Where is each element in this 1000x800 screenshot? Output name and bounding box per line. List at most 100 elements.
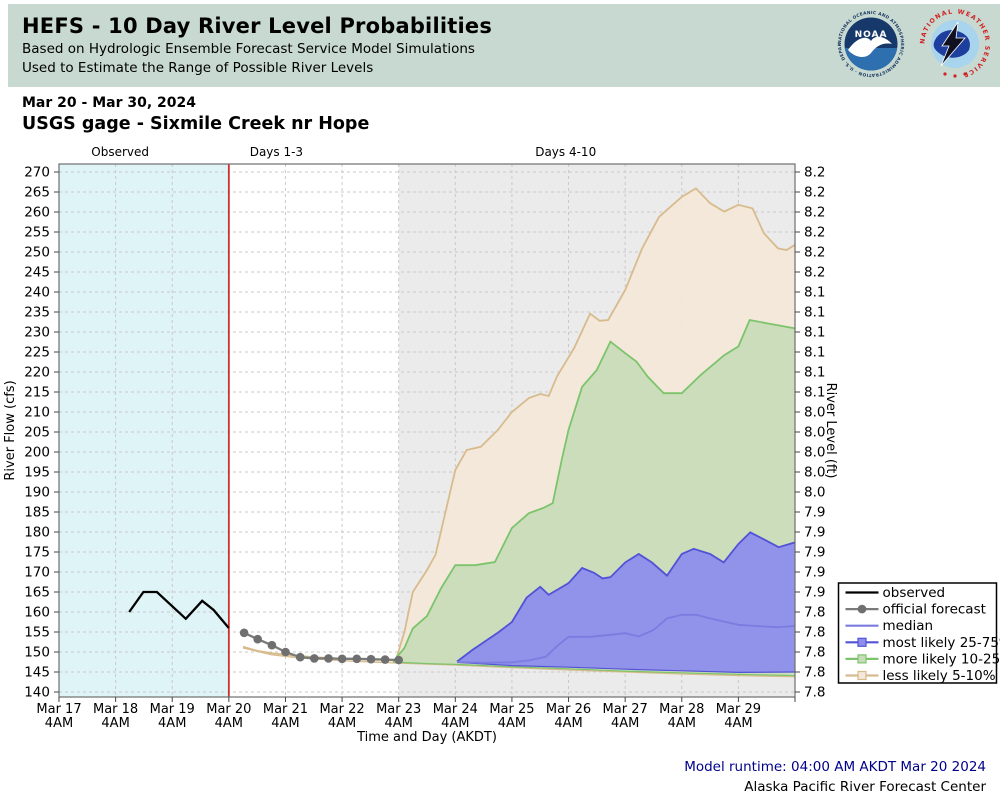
svg-text:4AM: 4AM [271,716,299,731]
svg-text:8.1: 8.1 [804,365,825,381]
svg-text:4AM: 4AM [158,716,186,731]
svg-text:4AM: 4AM [215,716,243,731]
svg-text:Observed: Observed [91,145,149,159]
svg-text:Mar 25: Mar 25 [489,702,534,717]
svg-text:Mar 28: Mar 28 [659,702,704,717]
svg-text:8.0: 8.0 [804,405,825,421]
svg-text:7.9: 7.9 [804,505,825,521]
svg-text:Mar 24: Mar 24 [433,702,478,717]
region-labels: Observed Days 1-3 Days 4-10 [91,145,596,159]
legend-item-median: median [845,618,934,634]
svg-text:median: median [883,618,934,634]
svg-text:8.2: 8.2 [804,245,825,261]
svg-text:observed: observed [883,585,946,601]
svg-text:8.1: 8.1 [804,385,825,401]
legend-item-most-likely-25-75-: most likely 25-75% [845,635,1000,651]
svg-text:less likely 5-10%: less likely 5-10% [883,668,996,684]
chart-area: 140 145 150 155 160 165 170 175 180 185 190 195 200 2… [0,140,1000,760]
page-subtitle-2: Used to Estimate the Range of Possible R… [22,60,374,76]
noaa-logo-icon: NATIONAL OCEANIC AND ATMOSPHERIC ADMINIS… [826,0,905,78]
svg-text:more likely 10-25%: more likely 10-25% [883,651,1000,667]
svg-text:4AM: 4AM [724,716,752,731]
svg-text:8.1: 8.1 [804,305,825,321]
svg-text:7.9: 7.9 [804,585,825,601]
svg-text:170: 170 [24,565,50,581]
svg-text:Mar 22: Mar 22 [319,702,364,717]
svg-text:270: 270 [24,165,50,181]
svg-text:4AM: 4AM [328,716,356,731]
svg-text:Mar 20: Mar 20 [206,702,251,717]
svg-text:8.0: 8.0 [804,485,825,501]
header-banner: HEFS - 10 Day River Level Probabilities … [8,4,1000,87]
legend-item-more-likely-10-25-: more likely 10-25% [845,651,1000,667]
band-most-likely-25-75 [456,531,796,674]
svg-text:8.2: 8.2 [804,165,825,181]
svg-text:7.8: 7.8 [804,665,825,681]
page-title: HEFS - 10 Day River Level Probabilities [22,14,493,38]
svg-text:155: 155 [24,625,50,641]
svg-text:4AM: 4AM [101,716,129,731]
svg-text:4AM: 4AM [384,716,412,731]
plot-border [58,163,796,698]
legend-item-official-forecast: official forecast [845,602,986,618]
svg-text:230: 230 [24,325,50,341]
logos-svg: NATIONAL OCEANIC AND ATMOSPHERIC ADMINIS… [826,0,989,79]
model-runtime: Model runtime: 04:00 AM AKDT Mar 20 2024 [684,759,986,775]
svg-text:7.8: 7.8 [804,625,825,641]
svg-text:220: 220 [24,365,50,381]
forecast-chart: 140 145 150 155 160 165 170 175 180 185 190 195 200 2… [3,145,1000,745]
svg-text:150: 150 [24,645,50,661]
observed-line [128,590,230,629]
svg-text:8.1: 8.1 [804,325,825,341]
svg-text:215: 215 [24,385,50,401]
svg-text:185: 185 [24,505,50,521]
svg-text:245: 245 [24,265,50,281]
svg-text:Mar 27: Mar 27 [603,702,648,717]
svg-text:8.2: 8.2 [804,205,825,221]
svg-text:Mar 23: Mar 23 [376,702,421,717]
nws-logo-icon: NATIONAL WEATHER SERVICE [919,8,989,78]
y-axis-right-title: River Level (ft) [823,383,838,479]
svg-text:205: 205 [24,425,50,441]
svg-text:Mar 19: Mar 19 [150,702,195,717]
svg-text:175: 175 [24,545,50,561]
lightning-bolt-icon [940,21,966,67]
y-axis-right-labels: 7.8 7.8 7.8 7.8 7.8 7.9 7.9 7.9 7.9 7.9 8.0 8.0 8.0 8… [804,165,825,701]
svg-text:180: 180 [24,525,50,541]
y-axis-left-labels: 140 145 150 155 160 165 170 175 180 185 190 195 200 2… [24,165,50,701]
page-subtitle-1: Based on Hydrologic Ensemble Forecast Se… [22,41,475,57]
svg-text:195: 195 [24,465,50,481]
svg-text:7.9: 7.9 [804,565,825,581]
svg-text:165: 165 [24,585,50,601]
svg-text:8.1: 8.1 [804,345,825,361]
svg-text:7.9: 7.9 [804,525,825,541]
noaa-gull-icon [848,36,892,57]
svg-text:140: 140 [24,685,50,701]
svg-text:4AM: 4AM [498,716,526,731]
footer: Model runtime: 04:00 AM AKDT Mar 20 2024… [684,757,986,797]
svg-text:8.0: 8.0 [804,425,825,441]
svg-text:Mar 17: Mar 17 [36,702,81,717]
svg-text:255: 255 [24,225,50,241]
svg-text:Mar 29: Mar 29 [716,702,761,717]
x-axis-title: Time and Day (AKDT) [356,730,497,745]
svg-text:8.0: 8.0 [804,465,825,481]
region-observed [59,164,229,697]
legend-item-observed: observed [845,585,946,601]
svg-text:250: 250 [24,245,50,261]
svg-text:Mar 21: Mar 21 [263,702,308,717]
svg-text:Mar 18: Mar 18 [93,702,138,717]
svg-text:Mar 26: Mar 26 [546,702,591,717]
gage-title: USGS gage - Sixmile Creek nr Hope [22,114,370,134]
svg-text:235: 235 [24,305,50,321]
svg-text:210: 210 [24,405,50,421]
svg-text:260: 260 [24,205,50,221]
svg-text:7.8: 7.8 [804,605,825,621]
svg-text:8.1: 8.1 [804,285,825,301]
official-forecast-line [239,628,404,665]
svg-text:190: 190 [24,485,50,501]
svg-text:8.0: 8.0 [804,445,825,461]
median-line [456,613,796,664]
